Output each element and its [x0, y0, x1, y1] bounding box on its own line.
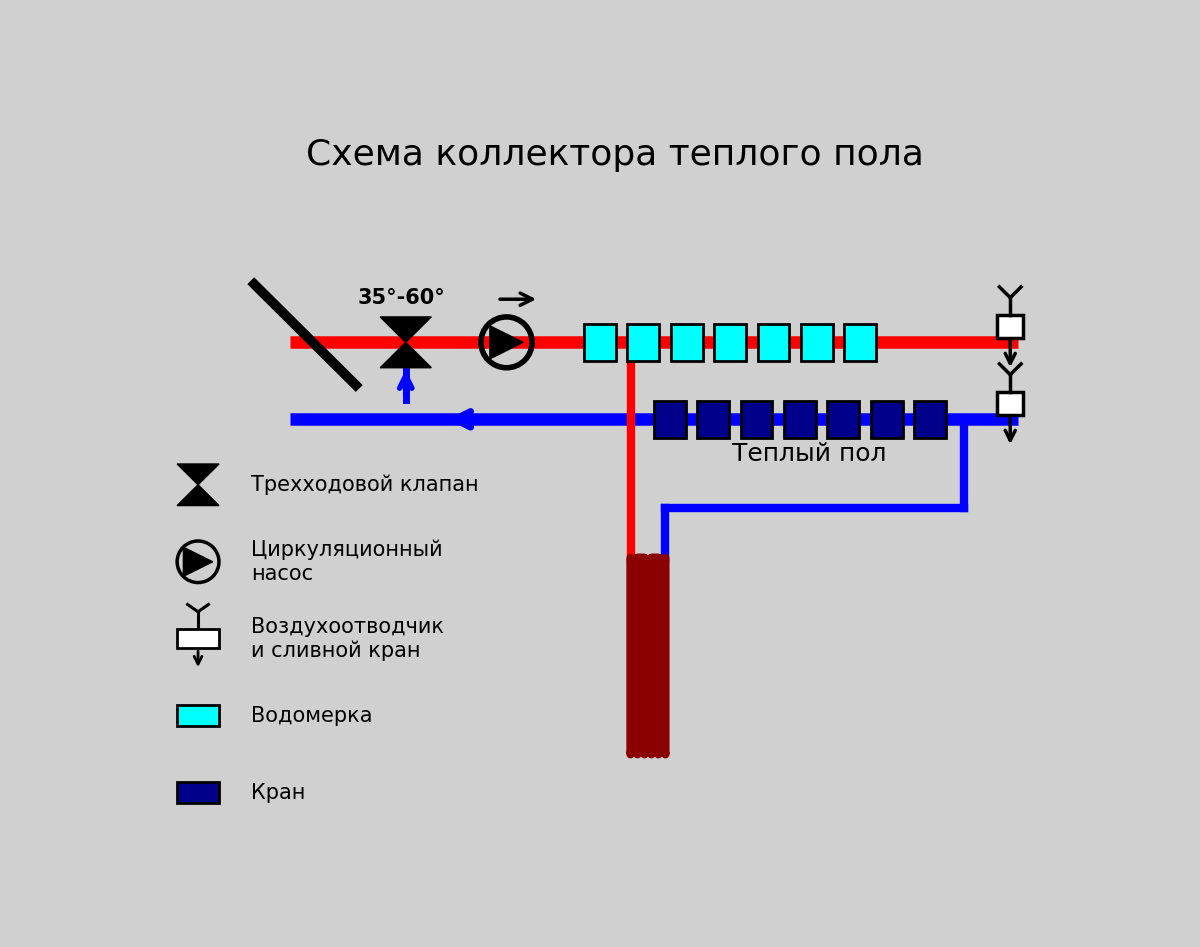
Text: Схема коллектора теплого пола: Схема коллектора теплого пола	[306, 138, 924, 172]
Bar	[671, 324, 702, 361]
Polygon shape	[380, 317, 431, 342]
Bar	[714, 324, 746, 361]
Bar	[997, 314, 1024, 338]
Polygon shape	[178, 464, 218, 485]
Text: Теплый пол: Теплый пол	[732, 442, 886, 466]
Polygon shape	[184, 547, 212, 577]
Bar	[914, 401, 946, 438]
Text: Кран: Кран	[251, 783, 305, 803]
Bar	[178, 706, 218, 726]
Bar	[784, 401, 816, 438]
Bar	[827, 401, 859, 438]
Bar	[740, 401, 773, 438]
Text: Трехходовой клапан: Трехходовой клапан	[251, 474, 479, 495]
Bar	[654, 401, 685, 438]
Text: 35°-60°: 35°-60°	[358, 288, 445, 308]
Bar	[845, 324, 876, 361]
Text: Циркуляционный
насос: Циркуляционный насос	[251, 540, 443, 583]
Polygon shape	[380, 342, 431, 367]
Bar	[697, 401, 728, 438]
Bar	[871, 401, 902, 438]
Text: Воздухоотводчик
и сливной кран: Воздухоотводчик и сливной кран	[251, 616, 444, 661]
Bar	[997, 392, 1024, 415]
Bar	[178, 782, 218, 803]
Polygon shape	[178, 485, 218, 506]
Bar	[584, 324, 616, 361]
Bar	[628, 324, 659, 361]
Bar	[757, 324, 790, 361]
Bar	[802, 324, 833, 361]
Polygon shape	[490, 326, 523, 359]
Bar	[178, 630, 218, 648]
Text: Водомерка: Водомерка	[251, 706, 372, 725]
